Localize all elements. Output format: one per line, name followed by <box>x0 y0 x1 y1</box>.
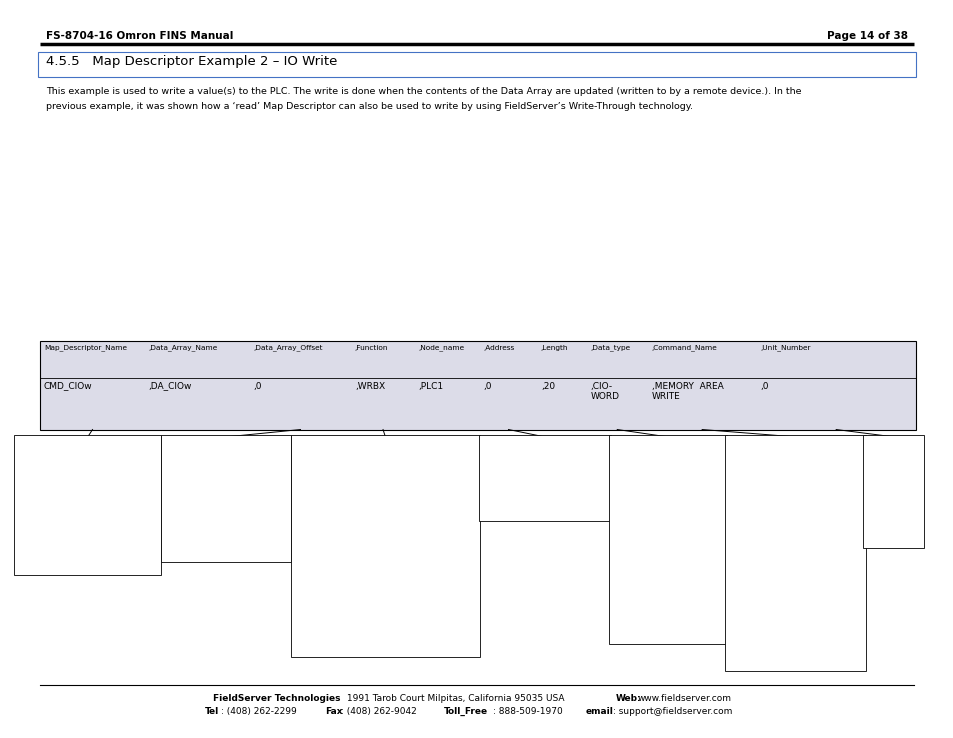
FancyBboxPatch shape <box>161 435 291 562</box>
Text: ,Address: ,Address <box>483 345 515 351</box>
Text: : 888-509-1970: : 888-509-1970 <box>493 707 571 716</box>
Text: ,Node_name: ,Node_name <box>418 345 464 351</box>
Text: Map_Descriptor_Name: Map_Descriptor_Name <box>44 345 127 351</box>
Text: www.fieldserver.com: www.fieldserver.com <box>637 694 731 703</box>
Text: ,0: ,0 <box>483 382 492 390</box>
Text: FS-8704-16 Omron FINS Manual: FS-8704-16 Omron FINS Manual <box>46 31 233 41</box>
Text: Command Name
specifies the Main and
Sub request codes to
make a request to
write: Command Name specifies the Main and Sub … <box>734 441 823 617</box>
Text: previous example, it was shown how a ‘read’ Map Descriptor can also be used to w: previous example, it was shown how a ‘re… <box>46 102 692 111</box>
Text: FieldServer Technologies: FieldServer Technologies <box>213 694 340 703</box>
Text: ,CIO-
WORD: ,CIO- WORD <box>590 382 618 401</box>
Text: email: email <box>585 707 613 716</box>
Text: ,Data_Array_Name: ,Data_Array_Name <box>149 345 218 351</box>
Text: This example is used to write a value(s) to the PLC. The write is done when the : This example is used to write a value(s)… <box>46 87 801 96</box>
Text: ,Function: ,Function <box>355 345 388 351</box>
Text: Toll_Free: Toll_Free <box>444 707 488 716</box>
Text: ,Command_Name: ,Command_Name <box>651 345 717 351</box>
Text: Specify the number
of elements
(number of Words
in this case) to read
from PLC.: Specify the number of elements (number o… <box>488 441 566 494</box>
FancyBboxPatch shape <box>291 435 479 658</box>
Text: Page 14 of 38: Page 14 of 38 <box>826 31 907 41</box>
Text: Driver will fetch
consecutive 20
(Length)
elements
starting from
this offset to : Driver will fetch consecutive 20 (Length… <box>171 441 233 528</box>
Text: Specifies the
type of target
memory at PLC.

Also this
parameter can
be replaced: Specifies the type of target memory at P… <box>618 441 683 595</box>
Text: Web:: Web: <box>615 694 640 703</box>
Text: Unit number
at PLC

(Keep mostly
zero, or
undefined
keep it zero): Unit number at PLC (Keep mostly zero, or… <box>872 441 923 517</box>
FancyBboxPatch shape <box>40 341 915 430</box>
Text: Fax: Fax <box>324 707 342 716</box>
FancyBboxPatch shape <box>38 52 915 77</box>
FancyBboxPatch shape <box>478 435 610 521</box>
Text: : (408) 262-9042: : (408) 262-9042 <box>341 707 425 716</box>
Text: ,Data_type: ,Data_type <box>590 345 630 351</box>
Text: ,DA_CIOw: ,DA_CIOw <box>149 382 192 390</box>
Text: 1991 Tarob Court Milpitas, California 95035 USA: 1991 Tarob Court Milpitas, California 95… <box>343 694 570 703</box>
FancyBboxPatch shape <box>862 435 923 548</box>
Text: ,0: ,0 <box>253 382 262 390</box>
FancyBboxPatch shape <box>608 435 726 644</box>
Text: ,Unit_Number: ,Unit_Number <box>760 345 810 351</box>
Text: Forcing the Driver to issue a
write request upon updating
this dedicated portion: Forcing the Driver to issue a write requ… <box>300 441 420 606</box>
FancyBboxPatch shape <box>14 435 161 576</box>
Text: ,PLC1: ,PLC1 <box>418 382 443 390</box>
Text: ,WRBX: ,WRBX <box>355 382 385 390</box>
Text: Tel: Tel <box>205 707 219 716</box>
Text: ,MEMORY  AREA
WRITE: ,MEMORY AREA WRITE <box>651 382 722 401</box>
Text: : (408) 262-2299: : (408) 262-2299 <box>221 707 306 716</box>
Text: ,0: ,0 <box>760 382 768 390</box>
Text: CMD_CIOw: CMD_CIOw <box>44 382 92 390</box>
Text: ,Length: ,Length <box>540 345 568 351</box>
Text: One of the Data
Arrays declared in
the Data_Array
section (See section
4.1)

The: One of the Data Arrays declared in the D… <box>24 441 103 539</box>
FancyBboxPatch shape <box>724 435 865 671</box>
Text: : support@fieldserver.com: : support@fieldserver.com <box>612 707 732 716</box>
Text: 4.5.5   Map Descriptor Example 2 – IO Write: 4.5.5 Map Descriptor Example 2 – IO Writ… <box>46 55 336 68</box>
Text: ,20: ,20 <box>540 382 555 390</box>
Text: ,Data_Array_Offset: ,Data_Array_Offset <box>253 345 323 351</box>
